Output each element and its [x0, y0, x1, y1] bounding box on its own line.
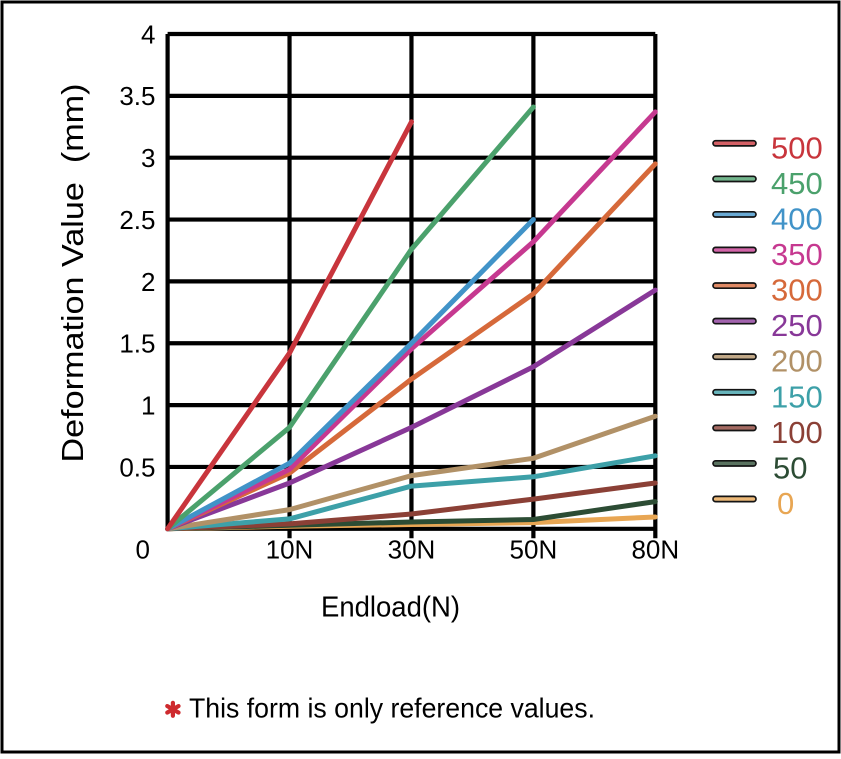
- svg-text:4: 4: [141, 19, 155, 49]
- svg-text:This form is only reference va: This form is only reference values.: [189, 693, 595, 724]
- svg-text:200: 200: [771, 344, 823, 379]
- svg-text:400: 400: [771, 201, 823, 236]
- svg-text:2: 2: [141, 267, 155, 297]
- svg-text:100: 100: [771, 415, 823, 450]
- svg-text:10N: 10N: [266, 534, 314, 564]
- svg-text:0: 0: [777, 486, 794, 521]
- svg-text:450: 450: [771, 166, 823, 201]
- svg-text:3: 3: [141, 143, 155, 173]
- svg-text:Endload(N): Endload(N): [321, 592, 460, 624]
- svg-text:300: 300: [771, 273, 823, 308]
- svg-text:50N: 50N: [510, 534, 558, 564]
- svg-text:500: 500: [771, 130, 823, 165]
- svg-text:80N: 80N: [631, 534, 679, 564]
- svg-text:50: 50: [773, 450, 807, 485]
- svg-text:150: 150: [771, 379, 823, 414]
- svg-text:Deformation Value (mm): Deformation Value (mm): [55, 84, 90, 463]
- svg-text:1: 1: [141, 391, 155, 421]
- svg-text:250: 250: [771, 308, 823, 343]
- svg-text:30N: 30N: [388, 534, 436, 564]
- svg-text:1.5: 1.5: [119, 329, 155, 359]
- svg-text:350: 350: [771, 237, 823, 272]
- svg-text:3.5: 3.5: [119, 81, 155, 111]
- svg-text:0.5: 0.5: [119, 452, 155, 482]
- svg-text:2.5: 2.5: [119, 205, 155, 235]
- svg-text:0: 0: [136, 534, 150, 564]
